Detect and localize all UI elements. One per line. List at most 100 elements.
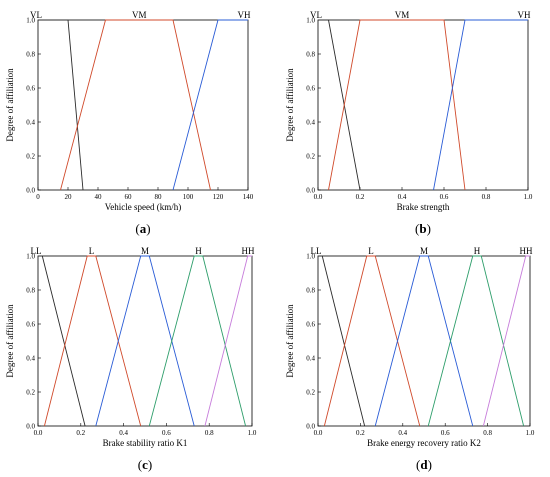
- series-line-hh: [204, 255, 252, 427]
- series-label-h: H: [195, 246, 202, 256]
- panel-a: 0 20 40 60 80 100 120 140 0.0 0.2 0.4 0.6 0.8 1.0VL VM…: [5, 10, 254, 236]
- x-tick-label: 0.0: [314, 429, 323, 437]
- series-line-vl: [38, 19, 84, 191]
- x-tick-label: 0.4: [398, 193, 407, 201]
- series-line-l: [323, 255, 421, 427]
- y-tick-label: 1.0: [306, 253, 315, 261]
- x-tick-label: 100: [183, 193, 194, 201]
- y-tick-label: 1.0: [26, 17, 35, 25]
- panel-b: 0.0 0.2 0.4 0.6 0.8 1.00.00.20.40.60.81.0VL VM…: [285, 10, 533, 236]
- x-tick-label: 1.0: [524, 193, 533, 201]
- series-label-vm: VM: [132, 10, 147, 20]
- plot-frame: [37, 19, 249, 191]
- series-line-vh: [433, 19, 528, 191]
- x-axis-title: Vehicle speed (km/h): [105, 202, 181, 212]
- x-tick-label: 120: [213, 193, 224, 201]
- y-tick-label: 0.4: [26, 119, 35, 127]
- series-line-l: [43, 255, 142, 427]
- y-tick-label: 0.8: [26, 51, 35, 59]
- y-tick-label: 1.0: [306, 17, 315, 25]
- y-tick-label: 0.0: [26, 187, 35, 195]
- x-tick-label: 1.0: [248, 429, 257, 437]
- series-label-m: M: [141, 246, 149, 256]
- x-tick-label: 0.6: [162, 429, 171, 437]
- y-tick-label: 0.8: [26, 287, 35, 295]
- series-line-m: [95, 255, 195, 427]
- plot-frame: [317, 255, 531, 427]
- series-line-ll: [318, 255, 366, 427]
- series-label-hh: HH: [242, 246, 255, 256]
- series-label-l: L: [89, 246, 95, 256]
- y-tick-label: 0.6: [306, 321, 315, 329]
- x-tick-label: 20: [65, 193, 73, 201]
- x-tick-label: 0.6: [440, 193, 449, 201]
- x-tick-label: 0.4: [398, 429, 407, 437]
- y-tick-label: 0.4: [306, 119, 315, 127]
- x-axis-title: Brake strength: [397, 202, 450, 212]
- series-line-ll: [38, 255, 86, 427]
- series-label-vh: VH: [238, 10, 251, 20]
- y-tick-label: 0.2: [26, 153, 35, 161]
- series-label-hh: HH: [520, 246, 533, 256]
- series-label-ll: LL: [311, 246, 322, 256]
- plot-frame: [37, 255, 253, 427]
- x-tick-label: 60: [125, 193, 133, 201]
- x-tick-label: 0.2: [356, 193, 365, 201]
- x-tick-label: 0.0: [34, 429, 43, 437]
- y-tick-label: 0.0: [306, 187, 315, 195]
- series-line-h: [427, 255, 525, 427]
- panel-c: 0.0 0.2 0.4 0.6 0.8 1.00.00.20.40.60.81.0LL L M…: [5, 246, 257, 472]
- series-label-ll: LL: [31, 246, 42, 256]
- panel-d: 0.0 0.2 0.4 0.6 0.8 1.00.00.20.40.60.81.0LL L M…: [285, 246, 535, 472]
- y-axis-title: Degree of affiliation: [285, 304, 295, 378]
- y-axis-title: Degree of affiliation: [5, 68, 15, 142]
- x-tick-label: 40: [95, 193, 103, 201]
- y-tick-label: 0.2: [26, 389, 35, 397]
- x-tick-label: 0: [36, 193, 40, 201]
- series-line-h: [148, 255, 247, 427]
- x-tick-label: 0.8: [483, 429, 492, 437]
- panel-letter: (c): [138, 457, 152, 472]
- series-line-vl: [318, 19, 361, 191]
- y-axis-title: Degree of affiliation: [5, 304, 15, 378]
- series-label-vm: VM: [395, 10, 410, 20]
- y-tick-label: 0.0: [306, 423, 315, 431]
- plot-frame: [317, 19, 529, 191]
- series-label-vl: VL: [310, 10, 322, 20]
- x-tick-label: 0.2: [76, 429, 85, 437]
- x-tick-label: 0.6: [441, 429, 450, 437]
- x-tick-label: 80: [155, 193, 163, 201]
- y-axis-title: Degree of affiliation: [285, 68, 295, 142]
- x-tick-label: 0.4: [119, 429, 128, 437]
- x-tick-label: 0.0: [314, 193, 323, 201]
- series-label-m: M: [420, 246, 428, 256]
- panel-letter: (b): [415, 221, 431, 236]
- series-label-vl: VL: [30, 10, 42, 20]
- x-axis-title: Brake stability ratio K1: [103, 438, 188, 448]
- series-label-vh: VH: [518, 10, 531, 20]
- series-line-m: [374, 255, 474, 427]
- x-tick-label: 0.8: [205, 429, 214, 437]
- x-tick-label: 140: [243, 193, 254, 201]
- y-tick-label: 0.6: [306, 85, 315, 93]
- x-tick-label: 1.0: [526, 429, 535, 437]
- x-tick-label: 0.8: [482, 193, 491, 201]
- series-line-hh: [482, 255, 530, 427]
- y-tick-label: 0.8: [306, 287, 315, 295]
- panel-letter: (d): [416, 457, 432, 472]
- series-line-vm: [60, 19, 211, 191]
- series-line-vm: [328, 19, 466, 191]
- y-tick-label: 0.4: [26, 355, 35, 363]
- x-axis-title: Brake energy recovery ratio K2: [367, 438, 481, 448]
- series-label-h: H: [474, 246, 481, 256]
- x-tick-label: 0.2: [356, 429, 365, 437]
- y-tick-label: 0.2: [306, 389, 315, 397]
- series-label-l: L: [368, 246, 374, 256]
- y-tick-label: 0.6: [26, 321, 35, 329]
- y-tick-label: 0.4: [306, 355, 315, 363]
- y-tick-label: 0.6: [26, 85, 35, 93]
- series-line-vh: [172, 19, 248, 191]
- y-tick-label: 0.2: [306, 153, 315, 161]
- y-tick-label: 1.0: [26, 253, 35, 261]
